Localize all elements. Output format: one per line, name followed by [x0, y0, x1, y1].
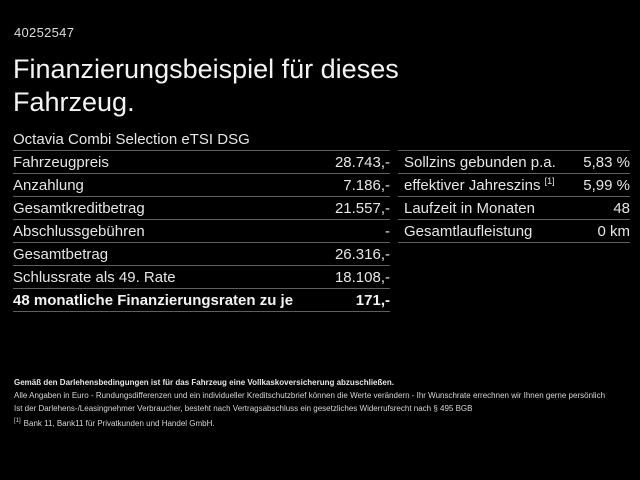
row-value: 26.316,-: [334, 245, 390, 263]
row-label: 48 monatliche Finanzierungsraten zu je: [13, 291, 294, 309]
footnote-ref: [1]: [544, 175, 555, 186]
row-label: Gesamtlaufleistung: [404, 222, 533, 240]
table-row: Gesamtlaufleistung 0 km: [398, 220, 630, 243]
row-value: 5,83 %: [583, 153, 630, 171]
total-rate-row: 48 monatliche Finanzierungsraten zu je 1…: [13, 289, 390, 312]
disclaimer-line-3: Ist der Darlehens-/Leasingnehmer Verbrau…: [14, 404, 473, 413]
table-row: effektiver Jahreszins [1] 5,99 %: [398, 174, 630, 197]
page-title: Finanzierungsbeispiel für dieses Fahrzeu…: [13, 53, 399, 119]
table-row: Fahrzeugpreis 28.743,-: [13, 151, 390, 174]
row-label: Sollzins gebunden p.a.: [404, 153, 556, 171]
row-label: effektiver Jahreszins [1]: [404, 175, 555, 194]
footnote-text: Bank 11, Bank11 für Privatkunden und Han…: [23, 419, 215, 428]
table-row: Schlussrate als 49. Rate 18.108,-: [13, 266, 390, 289]
footnote-marker: [1]: [14, 418, 21, 425]
table-row: Gesamtkreditbetrag 21.557,-: [13, 197, 390, 220]
row-value: 48: [613, 199, 630, 217]
table-row: Gesamtbetrag 26.316,-: [13, 243, 390, 266]
row-label: Laufzeit in Monaten: [404, 199, 535, 217]
disclaimer-text: Gemäß den Darlehensbedingungen ist für d…: [14, 376, 629, 415]
row-value: 28.743,-: [334, 153, 390, 171]
row-label: Fahrzeugpreis: [13, 153, 109, 171]
finance-table: Fahrzeugpreis 28.743,- Anzahlung 7.186,-…: [13, 150, 390, 312]
disclaimer-line-2: Alle Angaben in Euro - Rundungsdifferenz…: [14, 391, 606, 400]
vehicle-subtitle: Octavia Combi Selection eTSI DSG: [13, 131, 250, 148]
row-value: 7.186,-: [343, 176, 390, 194]
row-value: 5,99 %: [583, 176, 630, 194]
page-title-line-2: Fahrzeug.: [13, 87, 135, 117]
row-value: 21.557,-: [334, 199, 390, 217]
row-label: Anzahlung: [13, 176, 84, 194]
row-value: 171,-: [355, 291, 390, 309]
row-label: Schlussrate als 49. Rate: [13, 268, 176, 286]
row-value: 18.108,-: [334, 268, 390, 286]
table-row: Laufzeit in Monaten 48: [398, 197, 630, 220]
table-row: Sollzins gebunden p.a. 5,83 %: [398, 151, 630, 174]
table-row: Anzahlung 7.186,-: [13, 174, 390, 197]
vehicle-id: 40252547: [14, 25, 75, 40]
row-value: -: [385, 222, 390, 240]
table-row: Abschlussgebühren -: [13, 220, 390, 243]
conditions-table: Sollzins gebunden p.a. 5,83 % effektiver…: [398, 150, 630, 243]
row-value: 0 km: [597, 222, 630, 240]
page-title-line-1: Finanzierungsbeispiel für dieses: [13, 54, 399, 84]
footnote-line: [1] Bank 11, Bank11 für Privatkunden und …: [14, 418, 215, 430]
row-label: Gesamtbetrag: [13, 245, 109, 263]
row-label: Gesamtkreditbetrag: [13, 199, 145, 217]
row-label: Abschlussgebühren: [13, 222, 145, 240]
disclaimer-line-1: Gemäß den Darlehensbedingungen ist für d…: [14, 378, 394, 387]
